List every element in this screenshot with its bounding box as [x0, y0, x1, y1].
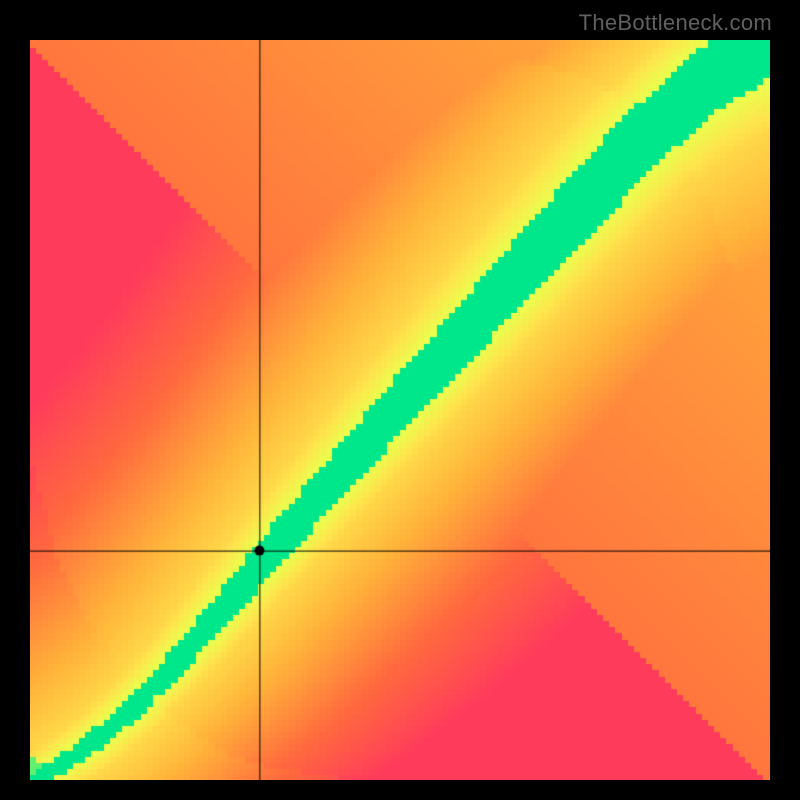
chart-container: TheBottleneck.com	[0, 0, 800, 800]
heatmap-plot-area	[30, 40, 770, 780]
watermark-text: TheBottleneck.com	[579, 10, 772, 36]
heatmap-canvas	[30, 40, 770, 780]
